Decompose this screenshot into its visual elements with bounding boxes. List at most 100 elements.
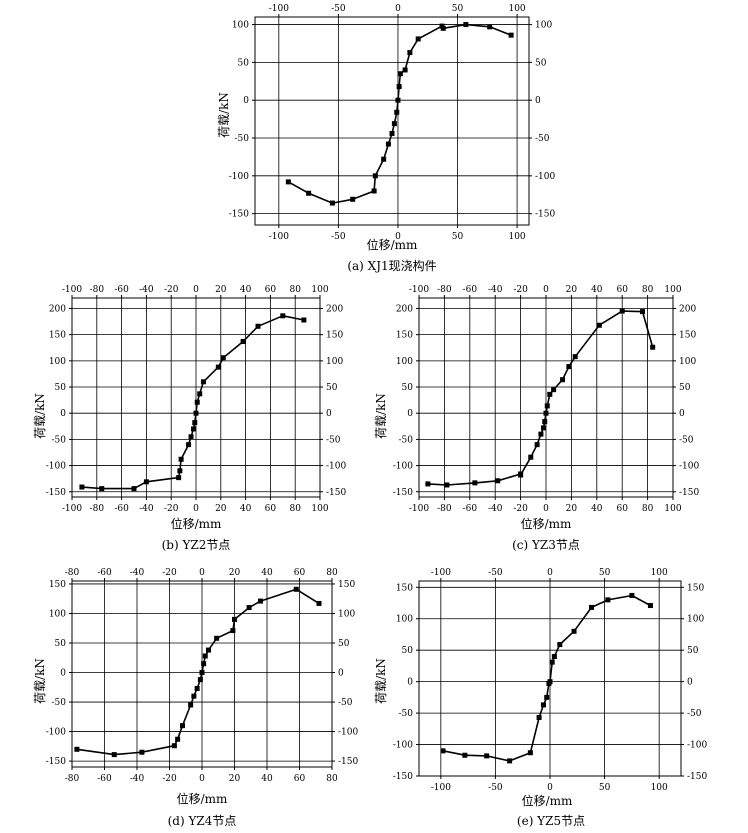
x-tick-label: -50 [488, 783, 503, 793]
chart-panel-1: -100 -100 -50 -50 0 0 50 50 100 100 -150 -150 -100 -1… [217, 4, 555, 273]
data-point [629, 592, 635, 598]
x-tick-label: 0 [543, 504, 549, 514]
y-tick-label-right: -50 [535, 134, 550, 144]
x-tick-label: 100 [311, 504, 328, 514]
data-point [534, 442, 540, 448]
y-tick-label: -100 [393, 741, 413, 751]
x-tick-label-top: 40 [261, 568, 273, 578]
x-tick-label-top: 80 [642, 285, 654, 295]
x-tick-label: 0 [547, 783, 553, 793]
x-tick-label: -40 [488, 504, 503, 514]
data-point [191, 426, 197, 432]
y-tick-label: -100 [46, 462, 66, 472]
x-tick-label: 0 [395, 232, 401, 242]
data-point [472, 480, 478, 486]
y-tick-label-right: -150 [687, 772, 707, 782]
y-tick-label: -50 [399, 435, 414, 445]
data-point [588, 604, 594, 610]
x-tick-label-top: -50 [488, 568, 503, 578]
data-point [538, 431, 544, 437]
data-point [596, 322, 602, 328]
data-point [544, 694, 550, 700]
x-tick-label-top: 20 [566, 285, 578, 295]
y-tick-label-right: 0 [687, 678, 693, 688]
data-point [176, 475, 182, 481]
y-tick-label-right: 50 [687, 646, 699, 656]
data-point [391, 121, 397, 127]
x-tick-label-top: 100 [651, 568, 668, 578]
y-tick-label-right: 100 [535, 21, 552, 31]
y-tick-label-right: 100 [679, 357, 696, 367]
x-tick-label-top: 0 [193, 285, 199, 295]
y-tick-label: 0 [60, 669, 66, 679]
x-tick-label-top: -40 [130, 568, 145, 578]
x-tick-label-top: 60 [265, 285, 277, 295]
data-point [180, 723, 185, 729]
y-tick-label: 0 [407, 678, 413, 688]
x-tick-label: 0 [193, 504, 199, 514]
y-tick-label: -150 [46, 757, 66, 767]
x-axis-label: 位移/mm [367, 237, 418, 252]
x-tick-label-top: -20 [513, 285, 528, 295]
data-point [194, 399, 200, 405]
x-tick-label-top: -60 [463, 285, 478, 295]
series-line-1 [427, 310, 654, 486]
chart-caption: (c) YZ3节点 [512, 538, 580, 552]
x-tick-label: 80 [289, 504, 301, 514]
y-tick-label-right: -150 [679, 488, 699, 498]
data-point [551, 653, 557, 659]
data-point [518, 472, 524, 478]
y-tick-label-right: 50 [326, 383, 338, 393]
data-point [381, 156, 387, 162]
y-tick-label: 50 [402, 646, 414, 656]
y-tick-label-right: 0 [535, 96, 541, 106]
data-point [557, 642, 563, 648]
data-point [407, 50, 413, 56]
x-tick-label-top: -40 [139, 285, 154, 295]
data-point [540, 702, 546, 708]
data-point [547, 679, 553, 685]
data-point [462, 752, 468, 758]
data-point [551, 387, 557, 393]
x-tick-label: 40 [261, 774, 273, 784]
data-point [385, 141, 391, 147]
x-tick-label-top: -100 [269, 4, 289, 14]
chart-panel-2: -100 -100 -80 -80 -60 -60 -40 -40 -20 -20 0 0 20 20 40… [33, 285, 346, 552]
data-point [232, 616, 237, 622]
x-tick-label: -60 [114, 504, 129, 514]
y-axis-label: 荷载/kN [33, 393, 47, 439]
x-tick-label-top: -100 [62, 285, 82, 295]
x-tick-label-top: 50 [452, 4, 464, 14]
y-tick-label: -100 [393, 462, 413, 472]
data-point [549, 659, 555, 665]
data-point [246, 605, 252, 611]
x-tick-label: 0 [199, 774, 205, 784]
y-tick-label: 100 [49, 357, 66, 367]
chart-caption: (a) XJ1现浇构件 [347, 258, 436, 273]
x-tick-label: -50 [331, 232, 346, 242]
data-point [566, 364, 572, 370]
y-tick-label: -50 [52, 435, 67, 445]
data-point [560, 377, 566, 383]
chart-caption: (d) YZ4节点 [168, 814, 237, 828]
data-point [111, 752, 117, 758]
y-tick-label: 200 [396, 304, 413, 314]
data-point [540, 425, 546, 431]
x-tick-label-top: 50 [599, 568, 611, 578]
data-point [200, 379, 206, 385]
data-point [240, 338, 246, 344]
y-tick-label: 0 [60, 409, 66, 419]
data-point [193, 410, 199, 416]
data-point [396, 84, 402, 90]
x-tick-label: 60 [616, 504, 628, 514]
data-point [389, 130, 395, 136]
data-point [372, 173, 378, 179]
x-axis-label: 位移/mm [522, 793, 573, 808]
x-tick-label-top: -80 [437, 285, 452, 295]
x-tick-label-top: -60 [97, 568, 112, 578]
data-point [206, 647, 211, 653]
x-tick-label: 60 [265, 504, 277, 514]
data-point [280, 313, 286, 319]
x-tick-label: 40 [240, 504, 252, 514]
y-tick-label-right: 50 [679, 383, 691, 393]
